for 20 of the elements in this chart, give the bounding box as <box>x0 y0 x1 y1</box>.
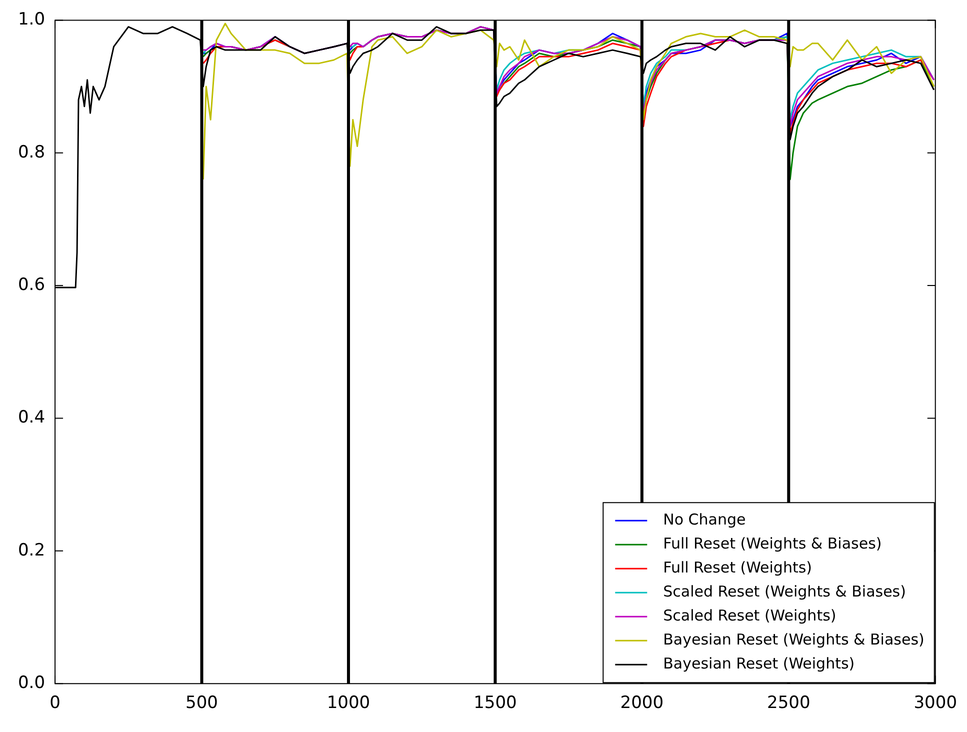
x-tick-label: 2000 <box>620 693 664 714</box>
y-tick-label: 0.8 <box>18 142 46 162</box>
x-tick-label: 500 <box>186 693 218 714</box>
y-tick-label: 0.4 <box>18 408 46 428</box>
x-tick-label: 2500 <box>767 693 810 714</box>
x-tick-label: 3000 <box>914 693 957 714</box>
legend-label: Bayesian Reset (Weights) <box>663 654 855 672</box>
legend-label: Scaled Reset (Weights & Biases) <box>663 582 906 600</box>
y-tick-label: 0.0 <box>18 673 46 694</box>
y-tick-label: 0.6 <box>18 274 46 295</box>
y-tick-label: 0.2 <box>18 540 46 560</box>
x-tick-label: 1500 <box>474 693 517 714</box>
y-tick-label: 1.0 <box>18 10 46 30</box>
legend-label: Full Reset (Weights) <box>663 558 812 576</box>
legend-label: Scaled Reset (Weights) <box>663 606 836 624</box>
legend-label: No Change <box>663 510 746 528</box>
x-tick-label: 0 <box>50 693 60 714</box>
x-tick-label: 1000 <box>326 693 370 714</box>
legend-label: Full Reset (Weights & Biases) <box>663 534 882 552</box>
legend-label: Bayesian Reset (Weights & Biases) <box>663 630 924 648</box>
